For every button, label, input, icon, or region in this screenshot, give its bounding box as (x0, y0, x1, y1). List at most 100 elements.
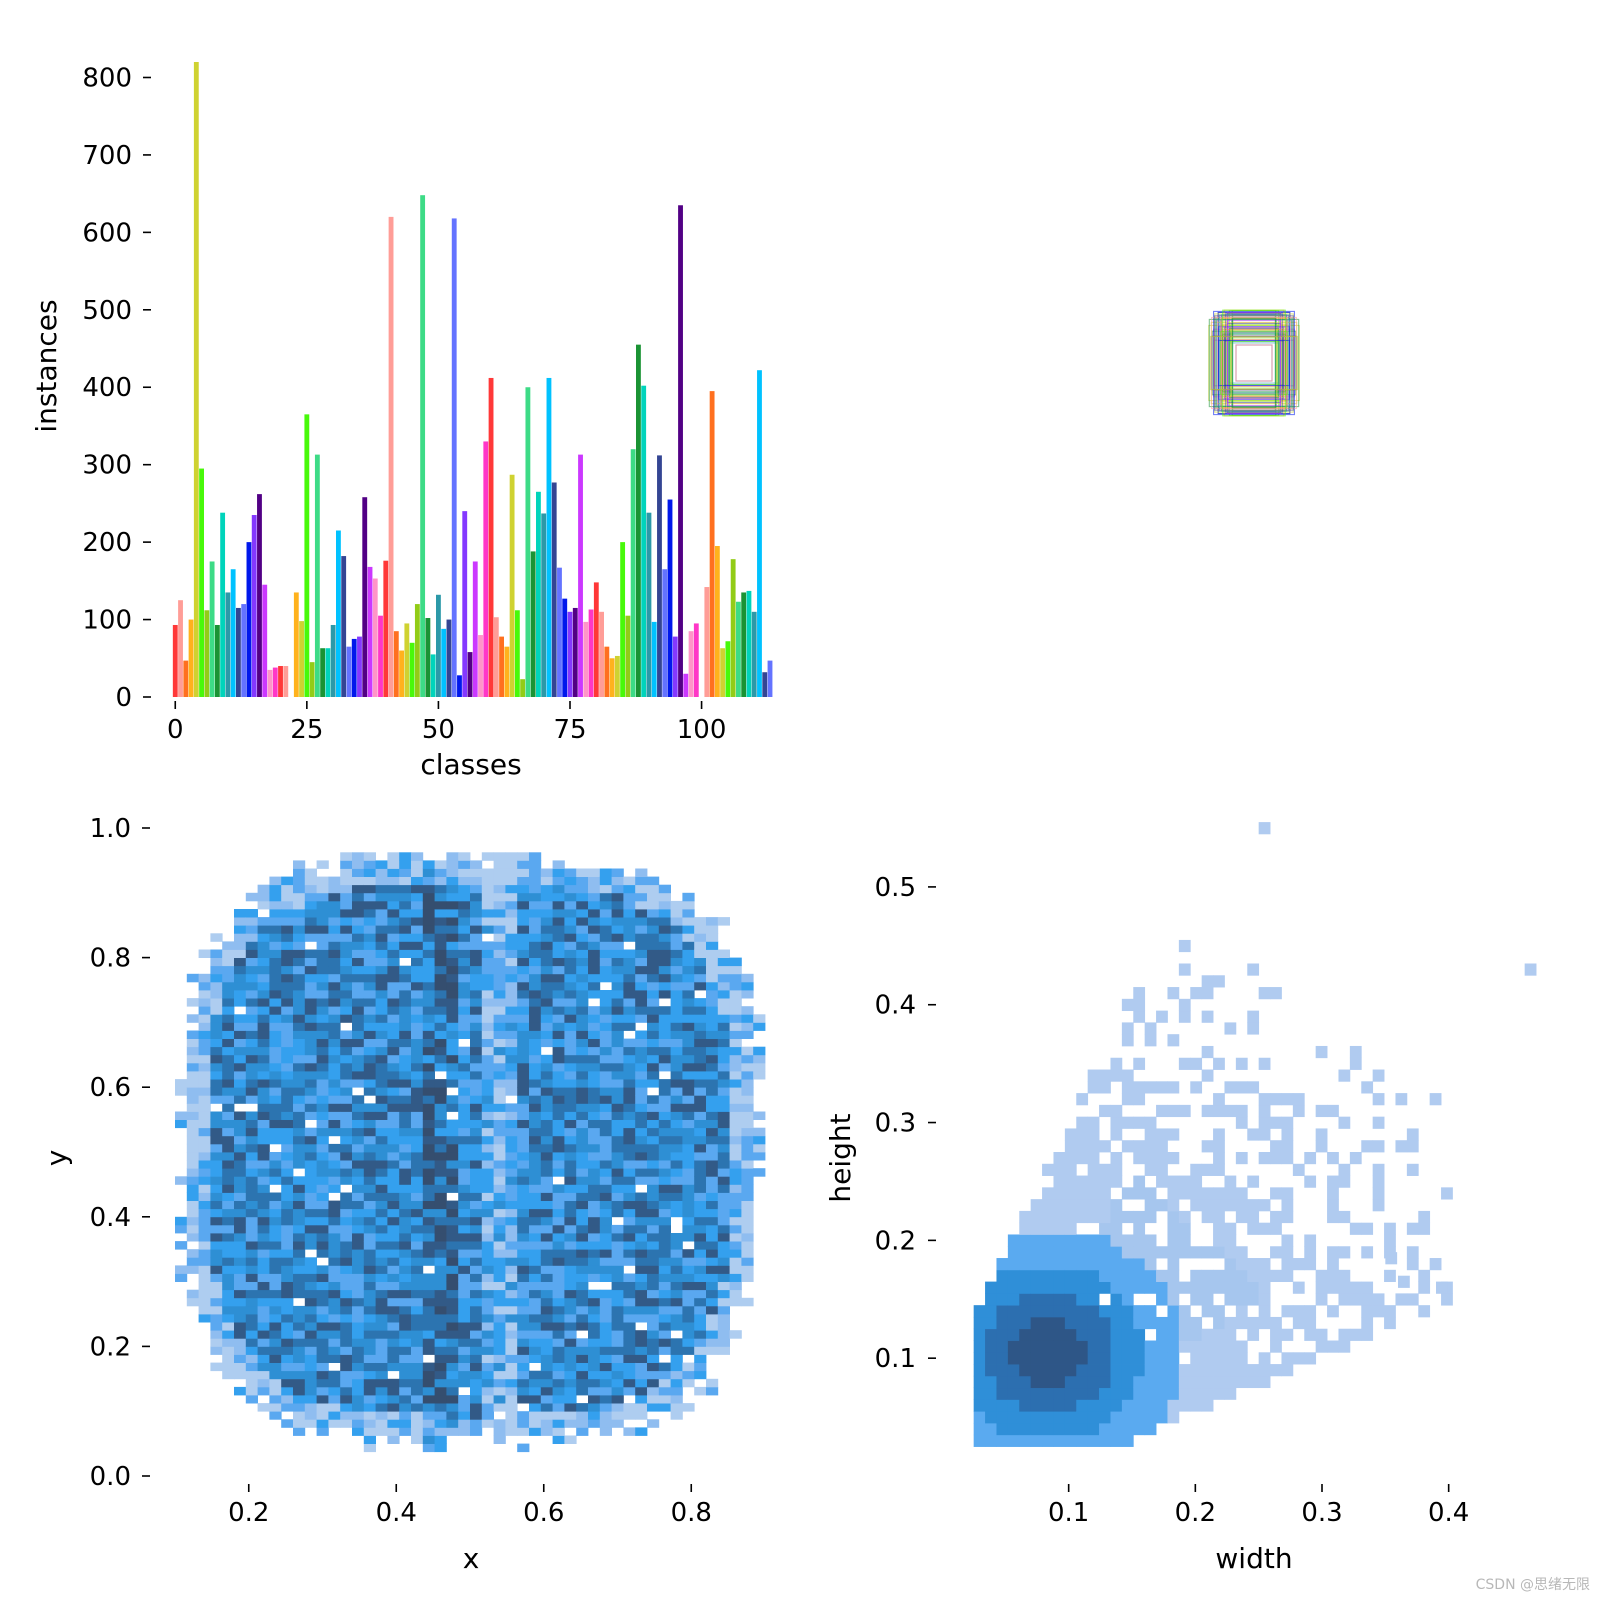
density-cell (1201, 1187, 1214, 1200)
density-cell (1076, 1316, 1089, 1330)
density-cell (493, 925, 506, 934)
density-cell (658, 1362, 671, 1372)
density-cell (387, 1257, 400, 1266)
density-cell (1258, 1269, 1271, 1282)
density-cell (540, 957, 553, 967)
density-cell (340, 1281, 353, 1291)
density-cell (599, 1314, 612, 1323)
density-cell (706, 925, 719, 934)
density-cell (694, 1314, 707, 1323)
density-cell (1156, 1340, 1168, 1353)
density-cell (316, 1062, 329, 1072)
density-cell (234, 917, 247, 926)
bar-class-97 (683, 673, 689, 697)
density-cell (576, 957, 589, 967)
density-cell (682, 1135, 695, 1145)
density-cell (1372, 1163, 1385, 1176)
density-cell (1110, 1152, 1123, 1165)
density-cell (352, 1062, 365, 1072)
bar-class-8 (214, 624, 220, 697)
density-cell (729, 1054, 742, 1064)
density-cell (363, 1297, 376, 1307)
bar-class-72 (551, 482, 557, 697)
density-cell (1315, 1293, 1328, 1306)
density-cell (399, 1087, 412, 1096)
density-cell (973, 1411, 986, 1424)
density-cell (1007, 1328, 1020, 1341)
density-cell (717, 1176, 730, 1185)
density-cell (1064, 1434, 1077, 1447)
density-cell (434, 1289, 447, 1299)
density-cell (316, 933, 329, 942)
density-cell (446, 1200, 459, 1210)
density-cell (210, 1111, 223, 1120)
density-cell (210, 1006, 223, 1015)
density-cell (411, 1233, 424, 1242)
density-cell (493, 1135, 506, 1145)
density-cell (706, 1192, 719, 1201)
density-cell (1133, 1364, 1146, 1377)
density-cell (729, 1014, 742, 1023)
density-cell (186, 973, 199, 983)
density-cell (352, 1370, 365, 1380)
density-cell (505, 892, 518, 902)
density-cell (564, 892, 577, 902)
density-cell (996, 1387, 1009, 1400)
density-cell (658, 1022, 671, 1031)
density-cell (222, 1330, 235, 1339)
density-cell (281, 909, 294, 918)
density-cell (1133, 1422, 1146, 1436)
density-cell (658, 1079, 671, 1088)
density-cell (434, 990, 447, 999)
density-cell (1053, 1187, 1066, 1200)
density-cell (304, 1224, 317, 1234)
density-cell (552, 1249, 565, 1258)
density-cell (973, 1340, 986, 1353)
density-cell (658, 1322, 671, 1331)
density-cell (647, 949, 660, 958)
density-cell (505, 998, 518, 1007)
density-cell (611, 1119, 624, 1129)
density-cell (1030, 1375, 1043, 1389)
density-cell (1281, 1234, 1294, 1247)
density-cell (316, 1224, 329, 1234)
density-cell (1156, 1010, 1168, 1023)
density-cell (493, 1006, 506, 1015)
density-cell (1224, 1364, 1237, 1377)
density-cell (706, 1062, 719, 1072)
density-cell (340, 1046, 353, 1056)
density-cell (340, 900, 353, 910)
density-cell (340, 973, 353, 983)
density-cell (717, 1241, 730, 1250)
density-cell (304, 1395, 317, 1404)
density-cell (186, 1087, 199, 1096)
density-cell (245, 1079, 258, 1088)
density-cell (658, 1014, 671, 1023)
density-cell (257, 1273, 270, 1282)
density-cell (729, 1249, 742, 1258)
density-cell (481, 1338, 494, 1347)
density-cell (470, 1362, 483, 1372)
density-cell (352, 1216, 365, 1226)
density-cell (210, 1143, 223, 1153)
density-cell (458, 1127, 471, 1137)
density-cell (411, 1062, 424, 1072)
density-cell (706, 1006, 719, 1015)
density-cell (422, 1022, 435, 1031)
density-cell (493, 1160, 506, 1169)
density-cell (1133, 1222, 1146, 1235)
density-cell (387, 1378, 400, 1388)
density-cell (694, 1330, 707, 1339)
density-cell (375, 949, 388, 958)
density-cell (658, 973, 671, 983)
density-cell (257, 900, 270, 910)
bar-class-99 (693, 623, 699, 697)
density-cell (1030, 1399, 1043, 1412)
density-cell (316, 1030, 329, 1039)
density-cell (599, 1362, 612, 1372)
density-cell (647, 1322, 660, 1331)
density-cell (352, 1160, 365, 1169)
density-cell (1167, 1328, 1180, 1341)
density-cell (576, 1119, 589, 1129)
density-cell (375, 965, 388, 975)
